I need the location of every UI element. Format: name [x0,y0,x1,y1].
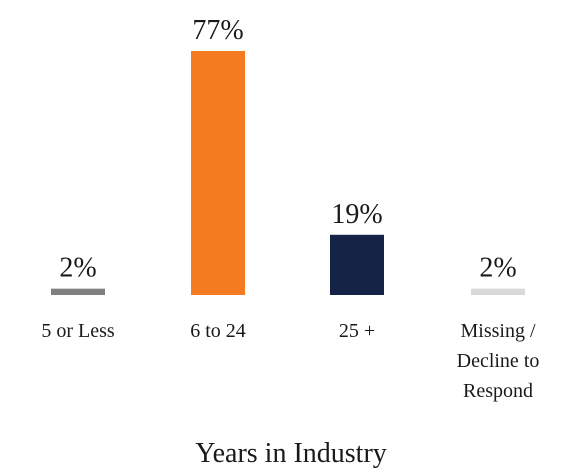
bars-group [51,51,525,295]
data-label-3: 19% [331,199,382,230]
x-axis-title: Years in Industry [195,438,387,469]
bar-3 [330,234,384,295]
category-labels-group: 5 or Less 6 to 24 25 + Missing / Decline to R… [41,320,539,402]
bar-4 [471,288,525,295]
category-label-line: 5 or Less [41,320,115,342]
category-label-line: 6 to 24 [190,320,246,342]
data-label-4: 2% [479,253,516,284]
value-labels-group: 2% 77% 19% 2% [59,15,516,284]
bar-2 [191,51,245,295]
category-label-2: 6 to 24 [190,320,246,342]
data-label-2: 77% [192,15,243,46]
category-label-4: Missing / Decline to Respond [457,320,540,402]
category-label-line: Missing / [460,320,535,342]
category-label-1: 5 or Less [41,320,115,342]
category-label-line: Decline to [457,350,540,372]
category-label-3: 25 + [339,320,375,342]
category-label-line: Respond [463,380,533,402]
bar-1 [51,288,105,295]
category-label-line: 25 + [339,320,375,342]
data-label-1: 2% [59,253,96,284]
